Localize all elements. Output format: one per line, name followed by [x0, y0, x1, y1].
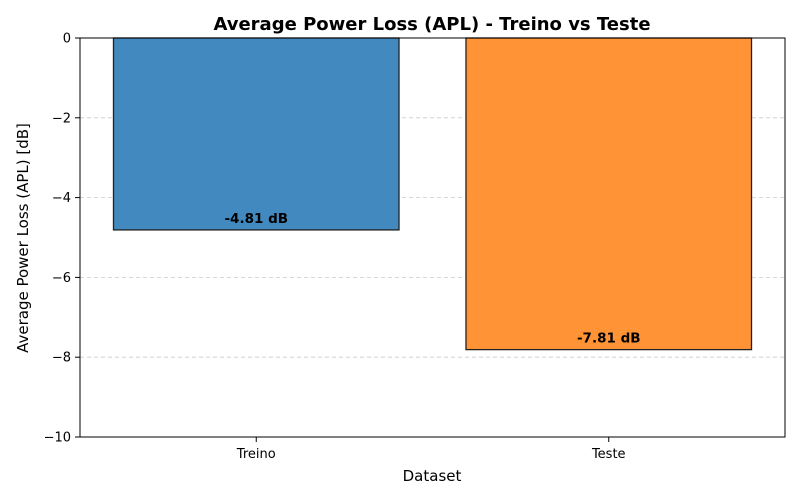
bar-treino [112, 37, 400, 231]
y-axis-label: Average Power Loss (APL) [dB] [14, 123, 32, 353]
y-tick-label: −2 [52, 111, 71, 126]
y-tick-label: 0 [63, 32, 71, 47]
x-axis-ticks: Treino Teste [236, 437, 626, 462]
data-label-teste: -7.81 dB [577, 331, 641, 347]
data-labels: -4.81 dB -7.81 dB [224, 211, 640, 347]
y-tick-label: −6 [52, 271, 71, 286]
bars [112, 37, 753, 351]
plot-frame [79, 37, 786, 438]
bar-teste [465, 37, 753, 351]
grid-lines [80, 117, 785, 358]
y-tick-label: −8 [52, 351, 71, 366]
y-tick-label: −10 [44, 431, 71, 446]
x-tick-label-treino: Treino [236, 447, 276, 462]
y-axis-ticks: 0 −2 −4 −6 −8 −10 [44, 32, 80, 446]
y-tick-label: −4 [52, 191, 71, 206]
x-tick-label-teste: Teste [591, 447, 626, 462]
chart-title: Average Power Loss (APL) - Treino vs Tes… [213, 14, 650, 35]
x-axis-label: Dataset [403, 467, 462, 485]
data-label-treino: -4.81 dB [224, 211, 288, 227]
